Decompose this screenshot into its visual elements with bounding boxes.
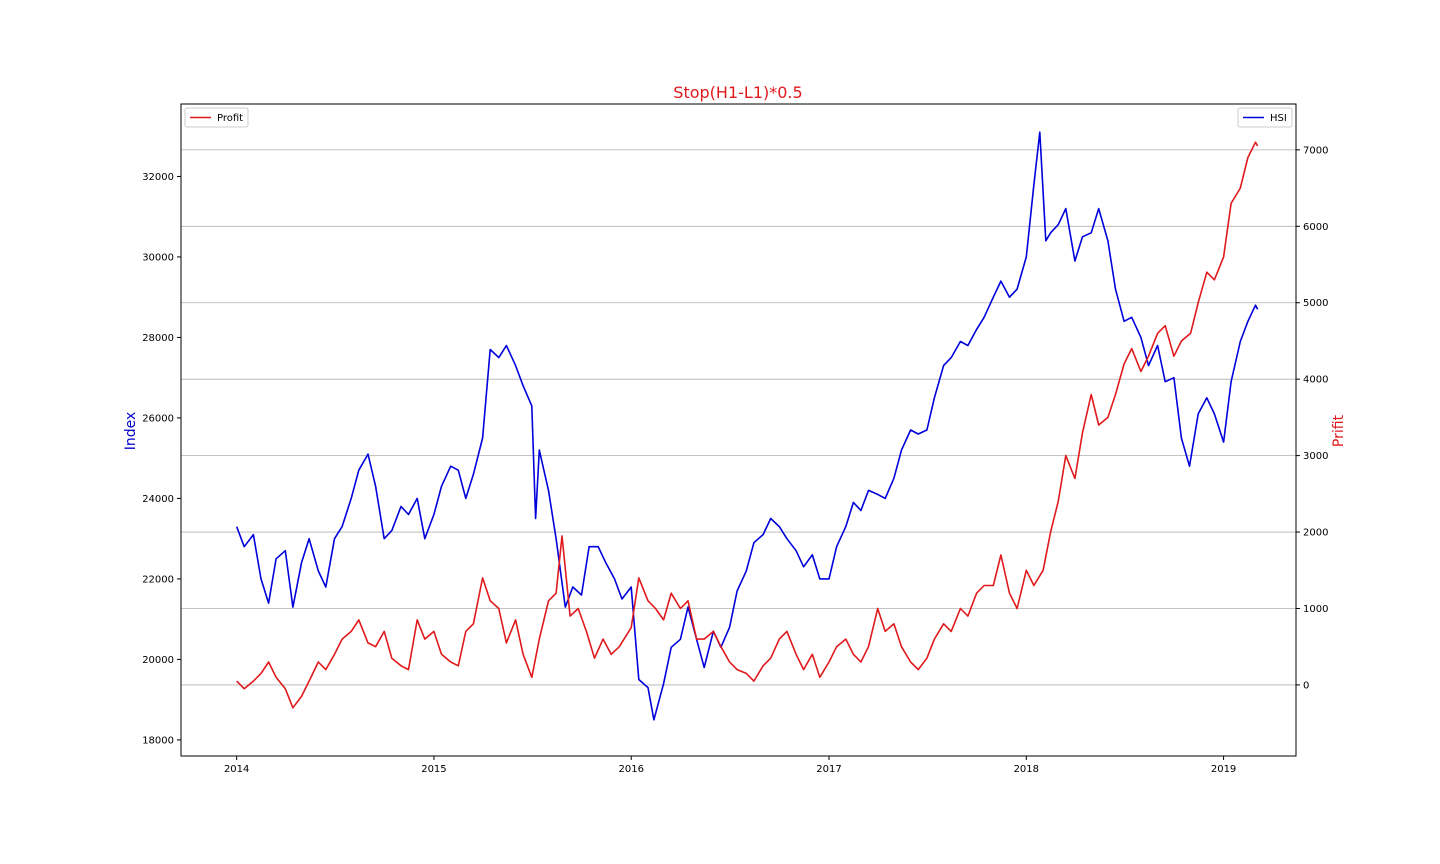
x-tick-label: 2015 — [421, 764, 446, 775]
y-axis-left-label: Index — [123, 412, 139, 451]
y-right-tick-label: 6000 — [1303, 222, 1328, 233]
y-right-tick-label: 5000 — [1303, 298, 1328, 309]
x-axis: 2014 2015 2016 2017 2018 2019 — [224, 756, 1236, 775]
y-right-tick-label: 3000 — [1303, 451, 1328, 462]
y-axis-left: 18000 20000 22000 24000 26000 28000 30000 32000 — [142, 172, 181, 746]
x-tick-label: 2014 — [224, 764, 249, 775]
legend-hsi-label: HSI — [1270, 113, 1287, 124]
plot-frame — [180, 103, 1297, 757]
y-right-tick-label: 0 — [1303, 680, 1309, 691]
y-left-tick-label: 22000 — [142, 574, 174, 585]
y-left-tick-label: 20000 — [142, 655, 174, 666]
legend-profit-box — [184, 107, 249, 128]
x-tick-label: 2016 — [618, 764, 643, 775]
y-left-tick-label: 18000 — [142, 735, 174, 746]
chart-title: Stop(H1-L1)*0.5 — [673, 83, 802, 102]
series-line-hsi — [235, 131, 1259, 721]
y-left-tick-label: 32000 — [142, 172, 174, 183]
y-right-tick-label: 4000 — [1303, 375, 1328, 386]
series-line-profit — [236, 141, 1259, 709]
y-left-tick-label: 26000 — [142, 413, 174, 424]
y-left-tick-label: 28000 — [142, 333, 174, 344]
y-axis-right: 0 1000 2000 3000 4000 5000 6000 7000 — [1296, 145, 1328, 691]
y-axis-right-label: Prifit — [1331, 414, 1347, 447]
y-right-tick-label: 1000 — [1303, 604, 1328, 615]
series-layer — [235, 131, 1259, 721]
y-right-tick-label: 2000 — [1303, 528, 1328, 539]
legend-hsi: HSI — [1237, 107, 1293, 128]
y-left-tick-label: 30000 — [142, 252, 174, 263]
x-tick-label: 2018 — [1014, 764, 1039, 775]
legend-profit: Profit — [184, 107, 249, 128]
y-left-tick-label: 24000 — [142, 494, 174, 505]
y-right-tick-label: 7000 — [1303, 145, 1328, 156]
legend-hsi-box — [1237, 107, 1293, 128]
x-tick-label: 2019 — [1211, 764, 1236, 775]
legend-profit-label: Profit — [217, 113, 243, 124]
x-tick-label: 2017 — [816, 764, 841, 775]
